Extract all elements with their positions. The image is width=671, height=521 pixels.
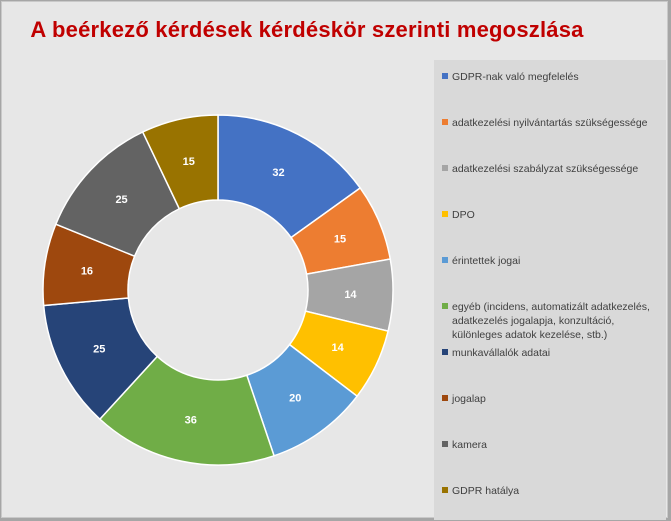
data-label: 25 xyxy=(93,344,105,356)
data-label: 15 xyxy=(334,233,346,245)
legend-swatch xyxy=(442,441,448,447)
data-label: 16 xyxy=(81,265,93,277)
legend-label: DPO xyxy=(452,209,475,221)
legend-swatch xyxy=(442,487,448,493)
legend-swatch xyxy=(442,73,448,79)
legend-item: egyéb (incidens, automatizált adatkezelé… xyxy=(442,300,664,342)
donut-slice xyxy=(141,114,219,210)
data-label: 36 xyxy=(185,415,197,427)
legend-item: GDPR-nak való megfelelés xyxy=(442,70,664,84)
legend-item: GDPR hatálya xyxy=(442,484,664,498)
legend-item: adatkezelési szabályzat szükségessége xyxy=(442,162,664,176)
chart-title: A beérkező kérdések kérdéskör szerinti m… xyxy=(30,17,584,42)
legend-label: jogalap xyxy=(452,393,486,405)
legend-swatch xyxy=(442,211,448,217)
data-label: 14 xyxy=(344,289,357,301)
chart-legend: GDPR-nak való megfelelés adatkezelési nyi… xyxy=(434,60,666,520)
legend-swatch xyxy=(442,303,448,309)
legend-item: munkavállalók adatai xyxy=(442,346,664,360)
legend-label: adatkezelési nyilvántartás szükségessége xyxy=(452,117,648,129)
data-label: 20 xyxy=(289,393,301,405)
data-label: 32 xyxy=(272,167,284,179)
legend-item: érintettek jogai xyxy=(442,254,664,268)
legend-item: kamera xyxy=(442,438,664,452)
legend-item: jogalap xyxy=(442,392,664,406)
legend-label: egyéb (incidens, automatizált adatkezelé… xyxy=(452,301,650,341)
legend-swatch xyxy=(442,349,448,355)
data-label: 15 xyxy=(183,156,195,168)
legend-label: GDPR hatálya xyxy=(452,485,520,497)
legend-label: munkavállalók adatai xyxy=(452,347,551,359)
legend-swatch xyxy=(442,165,448,171)
data-label: 25 xyxy=(115,194,127,206)
legend-label: adatkezelési szabályzat szükségessége xyxy=(452,163,639,175)
legend-label: GDPR-nak való megfelelés xyxy=(452,71,579,83)
legend-swatch xyxy=(442,257,448,263)
donut-slice xyxy=(217,114,362,239)
data-label: 14 xyxy=(331,342,344,354)
legend-swatch xyxy=(442,119,448,125)
legend-label: kamera xyxy=(452,439,488,451)
donut-chart: 32 15 14 14 20 36 25 16 25 15 xyxy=(42,114,394,466)
legend-item: adatkezelési nyilvántartás szükségessége xyxy=(442,116,664,130)
legend-item: DPO xyxy=(442,208,664,222)
legend-swatch xyxy=(442,395,448,401)
legend-label: érintettek jogai xyxy=(452,255,521,267)
